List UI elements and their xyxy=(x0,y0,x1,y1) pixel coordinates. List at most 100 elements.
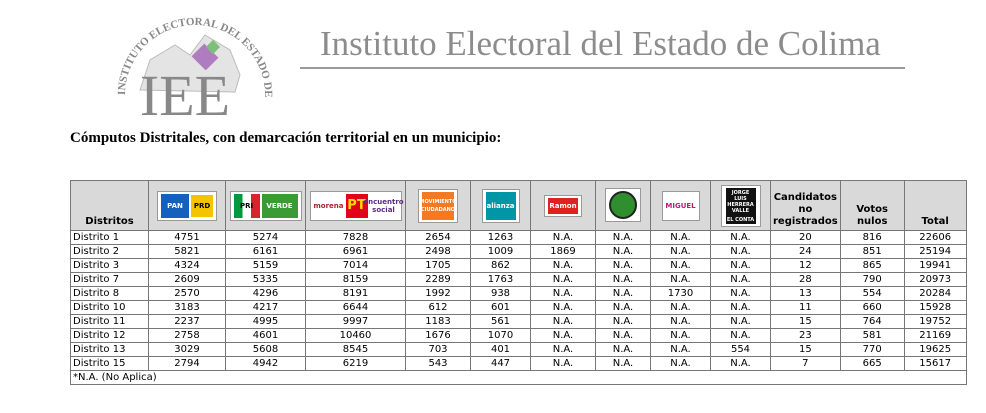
cell: 5608 xyxy=(225,342,306,357)
cell: N.A. xyxy=(710,314,771,329)
data-row: Distrito 2 5821 6161 6961 2498 1009 1869 N.A. N.… xyxy=(70,244,967,259)
cell: 4751 xyxy=(148,230,226,245)
cell: 1263 xyxy=(470,230,531,245)
cell: 1869 xyxy=(530,244,596,259)
cell: 19752 xyxy=(903,314,967,329)
party-logo: JORGE LUIS HERRERA VALLE EL CONTA xyxy=(720,184,761,227)
cell: 543 xyxy=(405,356,471,371)
cell: 9997 xyxy=(305,314,406,329)
cell: 862 xyxy=(470,258,531,273)
cell: Distrito 1 xyxy=(70,230,149,245)
cell: N.A. xyxy=(595,258,651,273)
cell: 2794 xyxy=(148,356,226,371)
data-row: Distrito 1 4751 5274 7828 2654 1263 N.A. N.A. N.… xyxy=(70,230,967,245)
party-logo: MOVIMIENTO CIUDADANO xyxy=(418,188,458,223)
cell: N.A. xyxy=(710,258,771,273)
cell: 703 xyxy=(405,342,471,357)
cell: 2237 xyxy=(148,314,226,329)
cell: N.A. xyxy=(530,258,596,273)
cell: N.A. xyxy=(710,328,771,343)
cell: N.A. xyxy=(710,244,771,259)
cell: N.A. xyxy=(530,314,596,329)
logo-mark: MIGUEL xyxy=(665,193,696,218)
cell: 2758 xyxy=(148,328,226,343)
cell: N.A. xyxy=(530,328,596,343)
cell: 660 xyxy=(839,300,905,315)
cell: N.A. xyxy=(530,356,596,371)
cell: 601 xyxy=(470,300,531,315)
cell: 447 xyxy=(470,356,531,371)
cell: 865 xyxy=(839,258,905,273)
cell: 2289 xyxy=(405,272,471,287)
logo-cell: MIGUEL xyxy=(650,180,711,231)
header-cell: Votos nulos xyxy=(839,180,905,231)
cell: 2654 xyxy=(405,230,471,245)
party-logo: PRI VERDE xyxy=(229,190,302,221)
logo-cell: alianza xyxy=(470,180,531,231)
cell: 21169 xyxy=(903,328,967,343)
cell: N.A. xyxy=(595,356,651,371)
data-row: Distrito 13 3029 5608 8545 703 401 N.A. N.A. N.A… xyxy=(70,342,967,357)
cell: N.A. xyxy=(710,300,771,315)
cell: 20284 xyxy=(903,286,967,301)
cell: 8159 xyxy=(305,272,406,287)
cell: 561 xyxy=(470,314,531,329)
cell: 7 xyxy=(770,356,841,371)
cell: N.A. xyxy=(530,342,596,357)
data-row: Distrito 12 2758 4601 10460 1676 1070 N.A. N.A.… xyxy=(70,328,967,343)
cell: N.A. xyxy=(595,244,651,259)
cell: 6961 xyxy=(305,244,406,259)
logo-cell: JORGE LUIS HERRERA VALLE EL CONTA xyxy=(710,180,771,231)
cell: 3029 xyxy=(148,342,226,357)
cell: N.A. xyxy=(650,342,711,357)
cell: 22606 xyxy=(903,230,967,245)
logo-mark: MOVIMIENTO CIUDADANO xyxy=(420,191,456,220)
header: INSTITUTO ELECTORAL DEL ESTADO DE COLIMA… xyxy=(0,0,905,125)
cell: N.A. xyxy=(595,342,651,357)
cell: 1070 xyxy=(470,328,531,343)
logo-mark: PT xyxy=(345,193,368,218)
cell: 1676 xyxy=(405,328,471,343)
cell: N.A. xyxy=(595,328,651,343)
cell: Distrito 3 xyxy=(70,258,149,273)
cell: 15928 xyxy=(903,300,967,315)
cell: 25194 xyxy=(903,244,967,259)
cell: N.A. xyxy=(710,230,771,245)
cell: N.A. xyxy=(710,286,771,301)
cell: 24 xyxy=(770,244,841,259)
header-cell: Total xyxy=(903,180,967,231)
cell: N.A. xyxy=(530,272,596,287)
cell: 4324 xyxy=(148,258,226,273)
cell: 764 xyxy=(839,314,905,329)
cell: 15 xyxy=(770,314,841,329)
data-row: Distrito 10 3183 4217 6644 612 601 N.A. N.A. N.A… xyxy=(70,300,967,315)
cell: N.A. xyxy=(530,230,596,245)
logo-mark: encuentro social xyxy=(363,195,404,216)
cell: 851 xyxy=(839,244,905,259)
cell: 665 xyxy=(839,356,905,371)
data-row: Distrito 7 2609 5335 8159 2289 1763 N.A. N.A. N.… xyxy=(70,272,967,287)
footnote: *N.A. (No Aplica) xyxy=(70,370,967,385)
cell: 554 xyxy=(710,342,771,357)
cell: N.A. xyxy=(595,300,651,315)
cell: 5159 xyxy=(225,258,306,273)
cell: 4296 xyxy=(225,286,306,301)
cell: N.A. xyxy=(650,314,711,329)
cell: 401 xyxy=(470,342,531,357)
party-logo xyxy=(605,188,641,222)
logo-cell: Ramon xyxy=(530,180,596,231)
cell: N.A. xyxy=(530,300,596,315)
cell: 23 xyxy=(770,328,841,343)
cell: 816 xyxy=(839,230,905,245)
cell: 8191 xyxy=(305,286,406,301)
cell: N.A. xyxy=(650,300,711,315)
cell: Distrito 8 xyxy=(70,286,149,301)
seal-abbr: IEE xyxy=(140,63,230,125)
party-logo: PAN PRD xyxy=(157,190,217,221)
logo-mark: JORGE LUIS HERRERA VALLE xyxy=(725,187,756,216)
cell: Distrito 12 xyxy=(70,328,149,343)
cell: 11 xyxy=(770,300,841,315)
cell: Distrito 13 xyxy=(70,342,149,357)
cell: 581 xyxy=(839,328,905,343)
